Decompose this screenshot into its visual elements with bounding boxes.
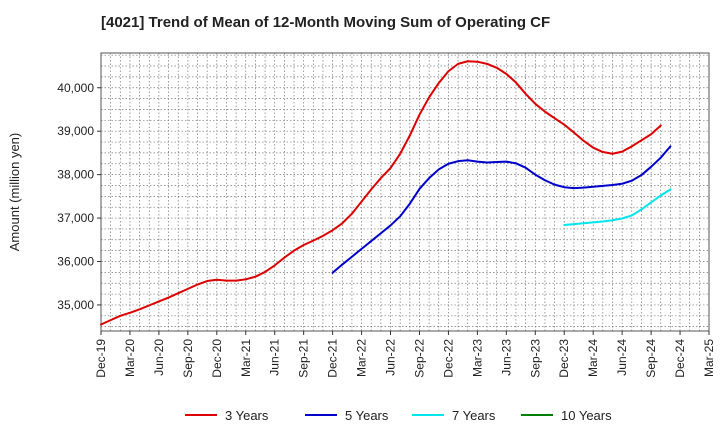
legend-label: 10 Years	[561, 408, 612, 423]
x-tick-label: Dec-19	[94, 339, 108, 378]
x-tick-label: Dec-23	[557, 339, 571, 378]
x-tick-label: Dec-21	[326, 339, 340, 378]
x-tick-label: Mar-20	[123, 339, 137, 377]
gridlines	[100, 53, 710, 331]
series-line-3-years	[100, 60, 662, 326]
legend-label: 5 Years	[345, 408, 389, 423]
x-axis-ticks: Dec-19 Mar-20 Jun-20 Sep-20 Dec-20 Mar-21 Jun-…	[94, 331, 716, 378]
x-tick-label: Dec-20	[210, 339, 224, 378]
legend-label: 7 Years	[452, 408, 496, 423]
x-tick-label: Dec-24	[673, 339, 687, 378]
x-tick-label: Sep-22	[412, 339, 426, 378]
x-tick-label: Sep-21	[297, 339, 311, 378]
y-tick-label: 38,000	[57, 168, 94, 182]
y-tick-label: 36,000	[57, 255, 94, 269]
x-tick-label: Sep-24	[644, 339, 658, 378]
x-tick-label: Mar-21	[239, 339, 253, 377]
x-tick-label: Jun-24	[615, 339, 629, 376]
y-tick-label: 40,000	[57, 81, 94, 95]
y-tick-label: 37,000	[57, 211, 94, 225]
series-lines	[100, 60, 672, 326]
legend: 3 Years 5 Years 7 Years 10 Years	[185, 408, 612, 423]
plot-area	[100, 52, 710, 332]
y-tick-label: 35,000	[57, 298, 94, 312]
x-tick-label: Jun-23	[499, 339, 513, 376]
x-tick-label: Mar-25	[702, 339, 716, 377]
x-tick-label: Sep-20	[181, 339, 195, 378]
chart-title: [4021] Trend of Mean of 12-Month Moving …	[101, 14, 550, 31]
x-tick-label: Dec-22	[441, 339, 455, 378]
x-tick-label: Mar-23	[470, 339, 484, 377]
y-tick-label: 39,000	[57, 124, 94, 138]
legend-label: 3 Years	[225, 408, 269, 423]
y-axis-ticks: 35,000 36,000 37,000 38,000 39,000 40,000	[57, 81, 101, 312]
x-tick-label: Jun-20	[152, 339, 166, 376]
series-line-7-years	[563, 188, 672, 227]
x-tick-label: Sep-23	[528, 339, 542, 378]
series-line-5-years	[331, 145, 672, 274]
x-tick-label: Mar-24	[586, 339, 600, 377]
x-tick-label: Jun-22	[384, 339, 398, 376]
x-tick-label: Mar-22	[355, 339, 369, 377]
y-axis-label: Amount (million yen)	[7, 133, 22, 252]
x-tick-label: Jun-21	[268, 339, 282, 376]
